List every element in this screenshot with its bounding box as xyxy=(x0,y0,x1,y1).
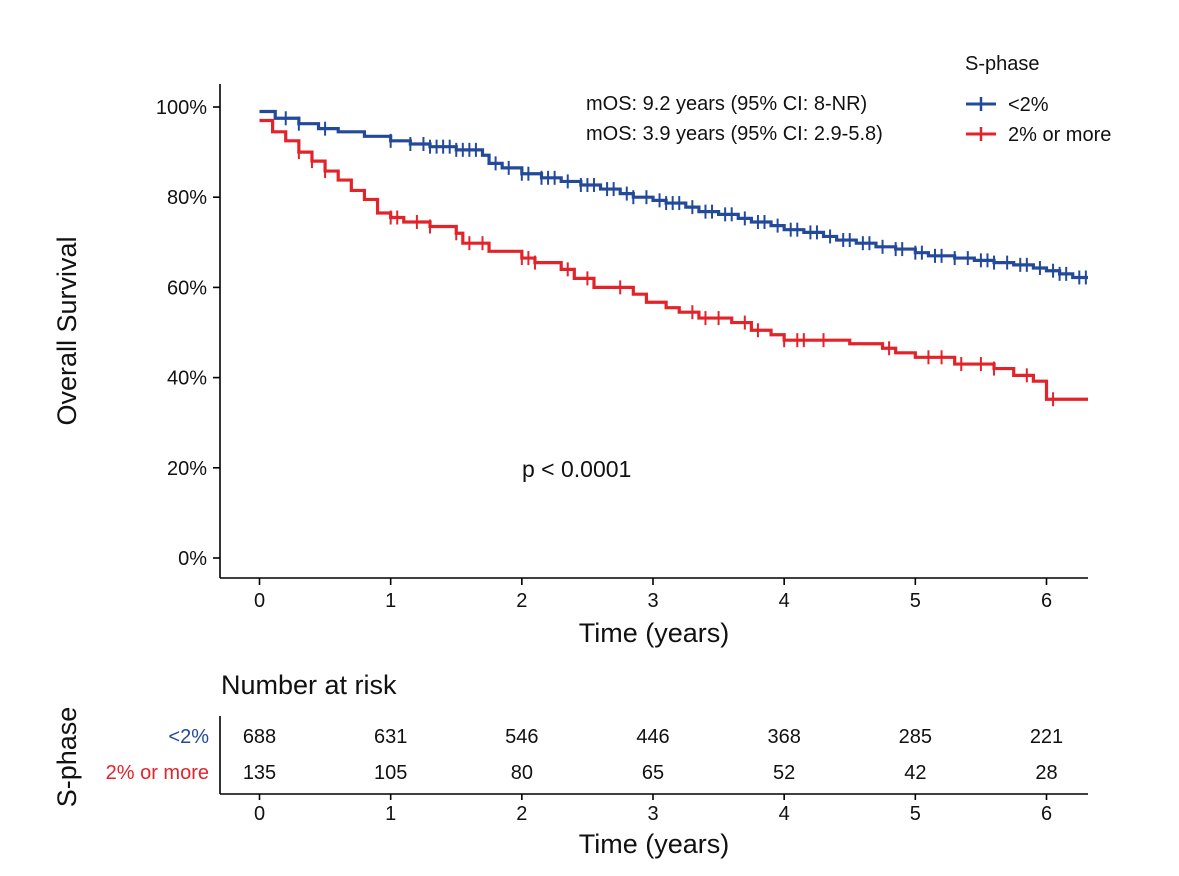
y-ticks: 0% 20% 40% 60% 80% 100% xyxy=(156,97,220,570)
x-tick-label: 2 xyxy=(516,590,527,612)
y-tick-label: 100% xyxy=(156,97,207,119)
risk-cell: 688 xyxy=(243,726,276,748)
mos-line-1: mOS: 9.2 years (95% CI: 8-NR) xyxy=(586,93,867,115)
y-axis-label: Overall Survival xyxy=(52,236,82,425)
survival-curves xyxy=(259,109,1088,407)
y-tick-label: 20% xyxy=(167,458,207,480)
risk-cell: 546 xyxy=(505,726,538,748)
y-tick-label: 60% xyxy=(167,277,207,299)
risk-cell: 631 xyxy=(374,726,407,748)
legend-label-low: <2% xyxy=(1008,94,1049,116)
mos-line-2: mOS: 3.9 years (95% CI: 2.9-5.8) xyxy=(586,123,883,145)
risk-cell: 446 xyxy=(636,726,669,748)
risk-x-tick-label: 2 xyxy=(516,803,527,825)
legend-title: S-phase xyxy=(965,53,1040,75)
risk-x-tick-label: 3 xyxy=(647,803,658,825)
risk-table-x-ticks: 0 1 2 3 4 5 6 xyxy=(254,794,1052,825)
risk-x-tick-label: 1 xyxy=(385,803,396,825)
risk-row-label-low: <2% xyxy=(168,726,209,748)
main-plot: 0% 20% 40% 60% 80% 100% 0 1 2 3 4 5 6 Overall Survi… xyxy=(52,84,1088,648)
x-tick-label: 4 xyxy=(779,590,790,612)
risk-cell: 52 xyxy=(773,762,795,784)
legend: S-phase <2% 2% or more xyxy=(965,53,1111,146)
risk-x-tick-label: 0 xyxy=(254,803,265,825)
x-axis-label: Time (years) xyxy=(579,618,730,648)
x-tick-label: 0 xyxy=(254,590,265,612)
risk-cell: 368 xyxy=(767,726,800,748)
risk-cell: 135 xyxy=(243,762,276,784)
x-tick-label: 1 xyxy=(385,590,396,612)
risk-cell: 285 xyxy=(899,726,932,748)
risk-cell: 221 xyxy=(1030,726,1063,748)
x-tick-label: 6 xyxy=(1041,590,1052,612)
risk-x-tick-label: 4 xyxy=(779,803,790,825)
legend-label-high: 2% or more xyxy=(1008,124,1111,146)
y-tick-label: 80% xyxy=(167,187,207,209)
risk-cell: 65 xyxy=(642,762,664,784)
risk-table: Number at risk S-phase <2% 2% or more 68… xyxy=(52,670,1088,859)
risk-table-x-axis-label: Time (years) xyxy=(579,829,730,859)
risk-table-cells: 688 631 546 446 368 285 221 135 105 80 65 52 42 28 xyxy=(243,726,1063,784)
risk-table-title: Number at risk xyxy=(221,670,397,700)
risk-cell: 80 xyxy=(511,762,533,784)
x-ticks: 0 1 2 3 4 5 6 xyxy=(254,578,1052,612)
risk-x-tick-label: 5 xyxy=(910,803,921,825)
y-tick-label: 40% xyxy=(167,368,207,390)
legend-entry-low: <2% xyxy=(966,94,1049,116)
x-tick-label: 3 xyxy=(647,590,658,612)
x-tick-label: 5 xyxy=(910,590,921,612)
legend-entry-high: 2% or more xyxy=(966,124,1111,146)
p-value: p < 0.0001 xyxy=(522,456,631,482)
y-tick-label: 0% xyxy=(178,548,207,570)
risk-table-row-axis-label: S-phase xyxy=(52,707,82,808)
risk-cell: 105 xyxy=(374,762,407,784)
risk-x-tick-label: 6 xyxy=(1041,803,1052,825)
series-line-1 xyxy=(259,118,1088,401)
risk-cell: 28 xyxy=(1035,762,1057,784)
risk-cell: 42 xyxy=(904,762,926,784)
risk-row-label-high: 2% or more xyxy=(106,762,209,784)
